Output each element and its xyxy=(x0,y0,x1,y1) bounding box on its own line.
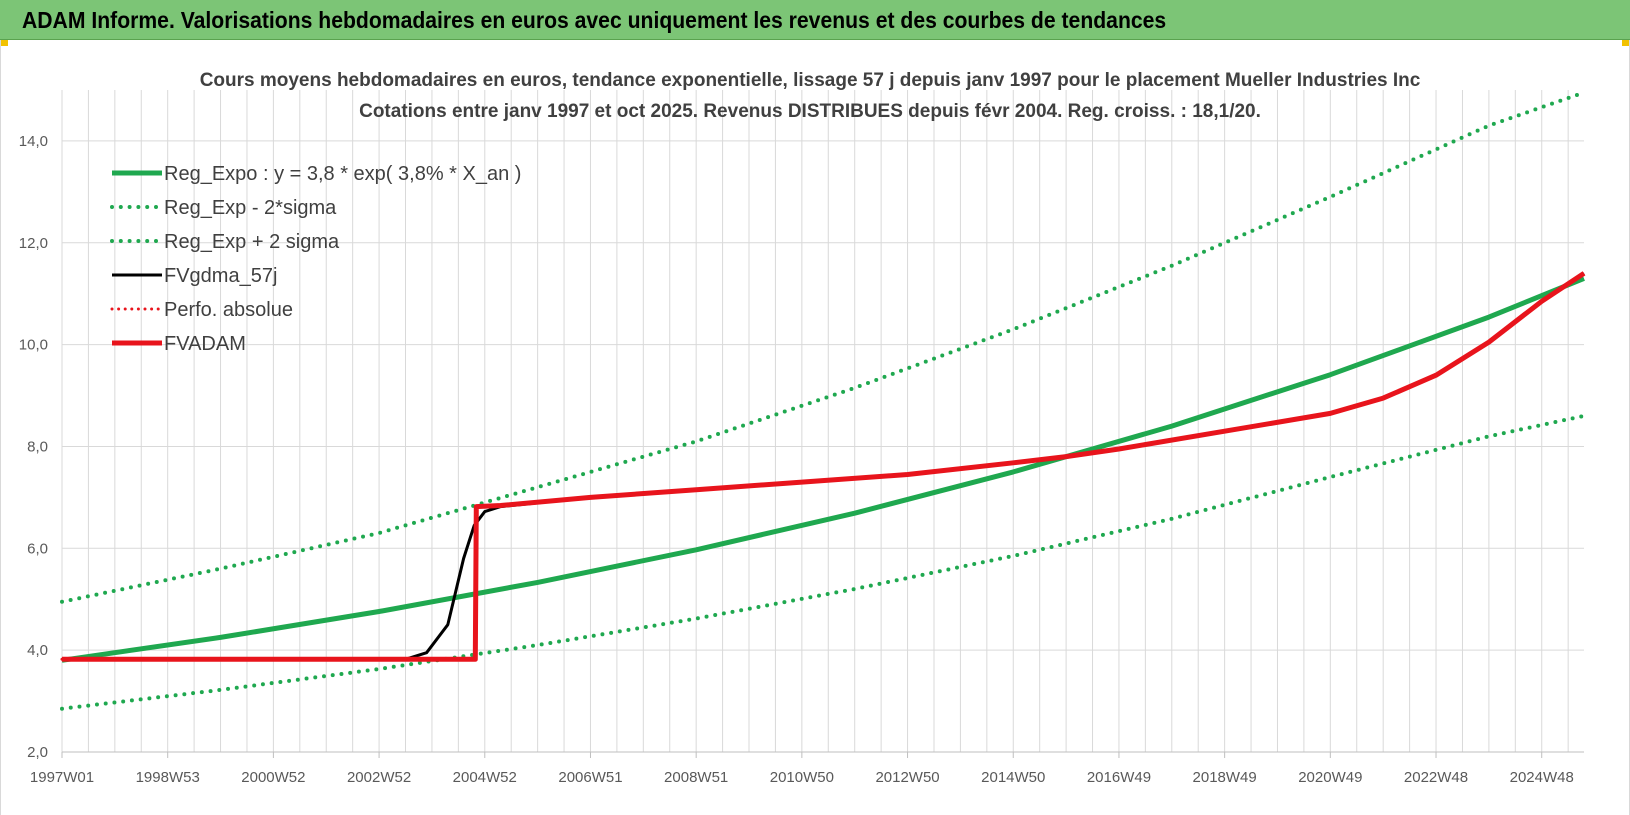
y-tick-label: 10,0 xyxy=(19,337,48,354)
report-title: ADAM Informe. Valorisations hebdomadaire… xyxy=(22,7,1167,33)
legend-label: Perfo. absolue xyxy=(164,299,293,321)
series-line-6 xyxy=(62,271,1586,662)
x-tick-label: 2020W49 xyxy=(1298,769,1362,786)
legend: Reg_Expo : y = 3,8 * exp( 3,8% * X_an ) R… xyxy=(110,163,521,355)
chart-subtitle: Cotations entre janv 1997 et oct 2025. R… xyxy=(359,101,1261,122)
y-tick-label: 8,0 xyxy=(27,438,48,455)
x-tick-label: 1997W01 xyxy=(30,769,94,786)
series-line-5 xyxy=(60,271,1586,661)
y-tick-label: 6,0 xyxy=(27,540,48,557)
x-tick-label: 2016W49 xyxy=(1087,769,1151,786)
x-tick-label: 2008W51 xyxy=(664,769,728,786)
x-tick-label: 2010W50 xyxy=(770,769,834,786)
x-tick-label: 2022W48 xyxy=(1404,769,1468,786)
gridlines xyxy=(61,90,1584,753)
x-tick-label: 2024W48 xyxy=(1510,769,1574,786)
report-banner: ADAM Informe. Valorisations hebdomadaire… xyxy=(0,0,1630,40)
x-tick-label: 2006W51 xyxy=(558,769,622,786)
chart-title: Cours moyens hebdomadaires en euros, ten… xyxy=(200,70,1421,91)
legend-label: FVADAM xyxy=(164,333,246,355)
x-tick-label: 2002W52 xyxy=(347,769,411,786)
x-tick-label: 2004W52 xyxy=(453,769,517,786)
legend-label: Reg_Exp - 2*sigma xyxy=(164,197,337,219)
x-tick-label: 2012W50 xyxy=(875,769,939,786)
corner-mark-left xyxy=(0,40,8,46)
y-tick-label: 14,0 xyxy=(19,133,48,150)
legend-label: FVgdma_57j xyxy=(164,265,277,287)
x-tick-label: 2000W52 xyxy=(241,769,305,786)
y-tick-label: 4,0 xyxy=(27,642,48,659)
series-line-4 xyxy=(62,272,1585,661)
y-tick-label: 2,0 xyxy=(27,744,48,761)
x-tick-label: 1998W53 xyxy=(136,769,200,786)
x-tick-label: 2018W49 xyxy=(1193,769,1257,786)
series-line-1 xyxy=(61,276,1585,663)
legend-label: Reg_Expo : y = 3,8 * exp( 3,8% * X_an ) xyxy=(164,163,521,185)
series-lines xyxy=(60,90,1586,711)
legend-label: Reg_Exp + 2 sigma xyxy=(164,231,340,253)
x-tick-label: 2014W50 xyxy=(981,769,1045,786)
corner-mark-right xyxy=(1622,40,1630,46)
y-tick-label: 12,0 xyxy=(19,235,48,252)
axes: 2,0 4,0 6,0 8,0 10,0 12,0 14,0 1997W01 1998W53 20… xyxy=(19,133,1584,786)
series-line-2 xyxy=(60,413,1586,711)
